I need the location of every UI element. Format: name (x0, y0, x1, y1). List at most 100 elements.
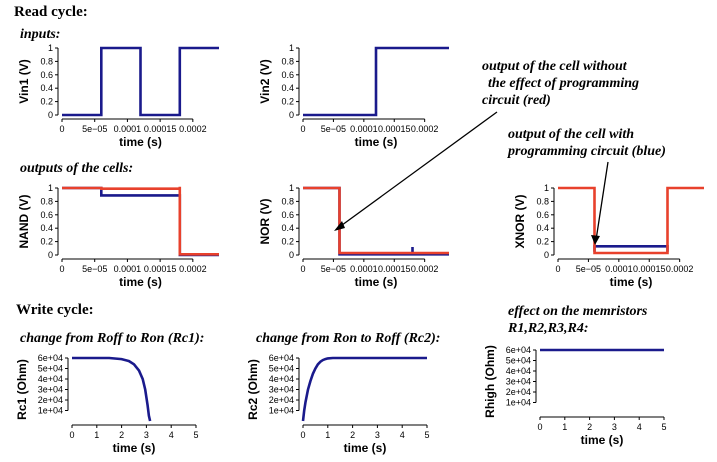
x-tick-label: 0.00015 (144, 264, 177, 274)
y-tick-label: 6e+04 (506, 345, 531, 355)
write-cycle-heading: Write cycle: (16, 302, 94, 318)
y-tick-label: 0.8 (536, 196, 549, 206)
x-tick-label: 5e−05 (321, 264, 346, 274)
x-tick-label: 0.0002 (179, 124, 207, 134)
y-tick-label: 1e+04 (506, 398, 531, 408)
y-tick-label: 0.8 (281, 196, 294, 206)
y-tick-label: 1e+04 (38, 406, 63, 416)
x-tick-label: 2 (350, 430, 355, 440)
note-blue: output of the cell with programming circ… (508, 126, 666, 160)
y-tick-label: 1 (289, 183, 294, 193)
y-tick-label: 0.4 (40, 83, 53, 93)
x-tick-label: 0 (300, 124, 305, 134)
y-tick-label: 1 (544, 183, 549, 193)
y-tick-label: 0.6 (40, 70, 53, 80)
x-tick-label: 3 (375, 430, 380, 440)
x-tick-label: 1 (562, 422, 567, 432)
y-tick-label: 0.8 (40, 196, 53, 206)
y-tick-label: 2e+04 (269, 395, 294, 405)
x-tick-label: 2 (587, 422, 592, 432)
x-tick-label: 0 (69, 430, 74, 440)
inputs-heading: inputs: (20, 27, 61, 42)
x-tick-label: 0 (300, 264, 305, 274)
x-tick-label: 0 (59, 124, 64, 134)
chart-vin2: 0 5e−05 0.0001 0.00015 0.0002 0 0.2 0.4 0.6 0.8 1 t… (258, 43, 449, 149)
chart-nor: 0 5e−05 0.0001 0.00015 0.0002 0 0.2 0.4 0.6 0.8 1 t… (258, 183, 449, 289)
y-tick-label: 0.6 (40, 210, 53, 220)
rc2-title: change from Ron to Roff (Rc2): (256, 331, 441, 346)
y-tick-label: 0 (544, 250, 549, 260)
x-tick-label: 5 (193, 430, 198, 440)
y-tick-label: 4e+04 (506, 366, 531, 376)
memristor-title-line1: effect on the memristors (508, 304, 648, 319)
y-axis-label: Rc1 (Ohm) (15, 359, 29, 420)
y-tick-label: 0 (48, 110, 53, 120)
x-tick-label: 1 (94, 430, 99, 440)
x-tick-label: 0.00015 (144, 124, 177, 134)
y-tick-label: 0 (48, 250, 53, 260)
arrow-to-nor (337, 111, 498, 229)
x-axis-label: time (s) (119, 275, 162, 289)
x-tick-label: 0.00015 (633, 264, 666, 274)
y-tick-label: 1 (289, 43, 294, 53)
y-tick-label: 1 (48, 43, 53, 53)
x-axis-label: time (s) (355, 135, 398, 149)
y-tick-label: 5e+04 (506, 356, 531, 366)
chart-nand: 0 5e−05 0.0001 0.00015 0.0002 0 0.2 0.4 0.6 0.8 1 t… (17, 183, 219, 289)
series-blue-line (301, 356, 427, 422)
y-tick-label: 0 (289, 250, 294, 260)
x-tick-label: 0.0002 (411, 124, 439, 134)
read-cycle-heading: Read cycle: (14, 4, 88, 20)
x-tick-label: 0.00015 (378, 264, 411, 274)
note-red: output of the cell without the effect of… (480, 58, 680, 109)
x-tick-label: 4 (169, 430, 174, 440)
arrowhead-xnor-icon (591, 235, 600, 245)
x-tick-label: 3 (612, 422, 617, 432)
x-tick-label: 0.00015 (378, 124, 411, 134)
x-axis-label: time (s) (581, 433, 624, 447)
x-axis-label: time (s) (113, 441, 156, 455)
y-tick-label: 4e+04 (38, 374, 63, 384)
x-tick-label: 0 (300, 430, 305, 440)
y-axis-label: Vin2 (V) (258, 59, 272, 103)
x-axis-label: time (s) (610, 275, 653, 289)
y-tick-label: 0.4 (281, 83, 294, 93)
y-tick-label: 0.4 (536, 223, 549, 233)
x-tick-label: 0.0001 (605, 264, 633, 274)
note-blue-line1: output of the cell with (508, 127, 635, 142)
series-blue-line (593, 245, 669, 252)
rc1-title: change from Roff to Ron (Rc1): (20, 331, 205, 346)
series-red-line (62, 186, 219, 256)
x-tick-label: 0.0001 (350, 264, 378, 274)
y-axis-label: Vin1 (V) (17, 59, 31, 103)
series-blue-line (303, 46, 449, 117)
y-tick-label: 0.6 (281, 210, 294, 220)
outputs-heading: outputs of the cells: (20, 161, 134, 176)
x-tick-label: 5e−05 (576, 264, 601, 274)
y-tick-label: 0.2 (40, 237, 53, 247)
y-tick-label: 0.8 (281, 56, 294, 66)
y-tick-label: 2e+04 (38, 395, 63, 405)
x-tick-label: 0.0001 (114, 124, 142, 134)
memristor-title: effect on the memristors R1,R2,R3,R4: (508, 303, 647, 337)
x-tick-label: 0 (555, 264, 560, 274)
y-tick-label: 0 (289, 110, 294, 120)
y-tick-label: 3e+04 (269, 385, 294, 395)
x-axis-label: time (s) (355, 275, 398, 289)
y-tick-label: 3e+04 (38, 385, 63, 395)
arrow-to-xnor (595, 161, 609, 241)
y-tick-label: 3e+04 (506, 377, 531, 387)
chart-xnor: 0 5e−05 0.0001 0.00015 0.0002 0 0.2 0.4 0.6 0.8 1 t… (513, 183, 704, 289)
x-tick-label: 1 (325, 430, 330, 440)
y-axis-label: Rc2 (Ohm) (246, 359, 260, 420)
x-tick-label: 0.0002 (179, 264, 207, 274)
x-tick-label: 5e−05 (82, 124, 107, 134)
x-tick-label: 0.0002 (411, 264, 439, 274)
y-axis-label: XNOR (V) (513, 194, 527, 248)
y-tick-label: 6e+04 (269, 353, 294, 363)
arrowhead-nor-icon (334, 221, 345, 231)
y-tick-label: 5e+04 (269, 364, 294, 374)
